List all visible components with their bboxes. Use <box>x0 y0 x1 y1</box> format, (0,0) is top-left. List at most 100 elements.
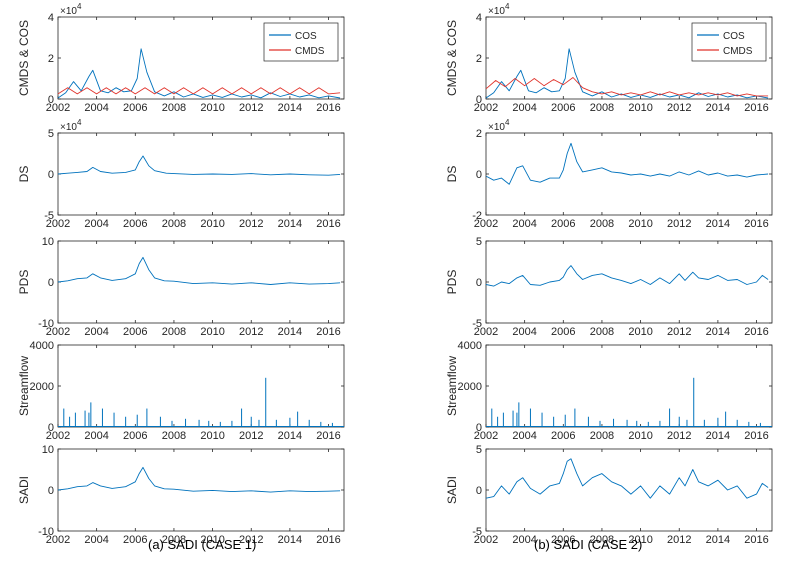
axis-multiplier: ×10 <box>488 122 505 133</box>
axis-multiplier-exponent: 4 <box>505 2 510 11</box>
x-tick-label: 2016 <box>316 430 340 442</box>
axis-multiplier: ×10 <box>60 122 77 133</box>
x-tick-label: 2014 <box>278 534 302 546</box>
x-tick-label: 2002 <box>474 326 498 338</box>
y-axis-label: Streamflow <box>17 356 31 416</box>
x-tick-label: 2010 <box>200 430 224 442</box>
x-tick-label: 2010 <box>628 326 652 338</box>
y-axis-label: CMDS & COS <box>445 20 459 96</box>
y-tick-label: -5 <box>472 526 482 538</box>
series-line-value <box>485 458 769 499</box>
y-tick-label: -2 <box>472 210 482 222</box>
x-tick-label: 2008 <box>162 430 186 442</box>
y-tick-label: 0 <box>476 422 482 434</box>
y-tick-label: 0 <box>48 485 54 497</box>
x-tick-label: 2002 <box>46 430 70 442</box>
x-tick-label: 2010 <box>200 326 224 338</box>
y-tick-label: -5 <box>472 318 482 330</box>
x-tick-label: 2006 <box>123 218 147 230</box>
x-tick-label: 2008 <box>590 534 614 546</box>
x-tick-label: 2012 <box>239 218 263 230</box>
x-tick-label: 2002 <box>46 326 70 338</box>
axis-multiplier: ×10 <box>60 6 77 17</box>
subplot-b2: 2002 2004 2006 2008 2010 2012 2014 2016 -2 0 2 DS ×1… <box>445 118 773 230</box>
y-tick-label: 2 <box>476 53 482 65</box>
y-tick-label: 0 <box>48 94 54 106</box>
legend-box <box>691 22 767 62</box>
subplot-a5: 2002 2004 2006 2008 2010 2012 2014 2016 -10 0 10 SA… <box>17 444 345 546</box>
series-line-cos <box>485 48 769 99</box>
axis-multiplier-exponent: 4 <box>77 2 82 11</box>
x-tick-label: 2006 <box>123 326 147 338</box>
x-tick-label: 2016 <box>316 326 340 338</box>
x-tick-label: 2016 <box>744 218 768 230</box>
axes-box <box>57 344 345 428</box>
x-tick-label: 2014 <box>278 102 302 114</box>
legend-label-cmds: CMDS <box>295 46 325 57</box>
x-tick-label: 2012 <box>667 534 691 546</box>
x-tick-label: 2014 <box>278 218 302 230</box>
x-tick-label: 2012 <box>239 430 263 442</box>
x-tick-label: 2006 <box>551 326 575 338</box>
y-tick-label: -10 <box>38 526 54 538</box>
y-tick-label: 5 <box>476 444 482 456</box>
legend: COS CMDS <box>263 22 339 62</box>
x-tick-label: 2016 <box>744 430 768 442</box>
x-tick-label: 2002 <box>46 534 70 546</box>
x-tick-label: 2004 <box>512 102 536 114</box>
axis-multiplier-exponent: 4 <box>77 118 82 127</box>
x-tick-label: 2006 <box>123 430 147 442</box>
series-line-value <box>485 142 769 185</box>
y-tick-label: 10 <box>42 236 54 248</box>
x-tick-label: 2014 <box>706 534 730 546</box>
legend: COS CMDS <box>691 22 767 62</box>
x-tick-label: 2004 <box>84 102 108 114</box>
x-tick-label: 2012 <box>667 430 691 442</box>
x-tick-label: 2008 <box>590 326 614 338</box>
y-tick-label: 0 <box>476 169 482 181</box>
y-axis-label: PDS <box>17 270 31 295</box>
y-tick-label: 0 <box>476 94 482 106</box>
x-tick-label: 2004 <box>84 326 108 338</box>
axes-box <box>485 132 773 216</box>
x-tick-label: 2010 <box>628 534 652 546</box>
y-tick-label: 2 <box>48 53 54 65</box>
x-tick-label: 2010 <box>200 218 224 230</box>
series-line-cos <box>57 48 341 99</box>
y-tick-label: 4000 <box>458 340 482 352</box>
y-axis-label: DS <box>17 166 31 183</box>
y-tick-label: 5 <box>476 236 482 248</box>
y-axis-label: DS <box>445 166 459 183</box>
x-tick-label: 2006 <box>551 102 575 114</box>
subplot-a1: 2002 2004 2006 2008 2010 2012 2014 2016 0 2 4 CMDS … <box>17 2 345 114</box>
series-line-value <box>57 256 341 285</box>
y-tick-label: 2000 <box>458 381 482 393</box>
x-tick-label: 2016 <box>744 534 768 546</box>
x-tick-label: 2016 <box>744 102 768 114</box>
y-axis-label: SADI <box>445 476 459 504</box>
series-line-cmds <box>57 87 341 95</box>
x-tick-label: 2002 <box>46 218 70 230</box>
axes-box <box>57 240 345 324</box>
x-tick-label: 2006 <box>123 102 147 114</box>
x-tick-label: 2014 <box>278 326 302 338</box>
x-tick-label: 2002 <box>474 218 498 230</box>
x-tick-label: 2008 <box>162 102 186 114</box>
y-tick-label: 0 <box>476 485 482 497</box>
x-tick-label: 2002 <box>46 102 70 114</box>
x-tick-label: 2004 <box>512 534 536 546</box>
x-tick-label: 2012 <box>239 534 263 546</box>
subplot-a3: 2002 2004 2006 2008 2010 2012 2014 2016 -10 0 10 PD… <box>17 236 345 338</box>
x-tick-label: 2010 <box>628 218 652 230</box>
subplot-b3: 2002 2004 2006 2008 2010 2012 2014 2016 -5 0 5 PDS <box>445 236 773 338</box>
y-tick-label: 0 <box>48 277 54 289</box>
y-tick-label: 0 <box>48 422 54 434</box>
x-tick-label: 2012 <box>667 326 691 338</box>
x-tick-label: 2008 <box>590 102 614 114</box>
x-tick-label: 2004 <box>84 534 108 546</box>
x-tick-label: 2012 <box>667 218 691 230</box>
y-tick-label: 5 <box>48 128 54 140</box>
x-tick-label: 2010 <box>200 534 224 546</box>
x-tick-label: 2002 <box>474 430 498 442</box>
x-tick-label: 2016 <box>744 326 768 338</box>
